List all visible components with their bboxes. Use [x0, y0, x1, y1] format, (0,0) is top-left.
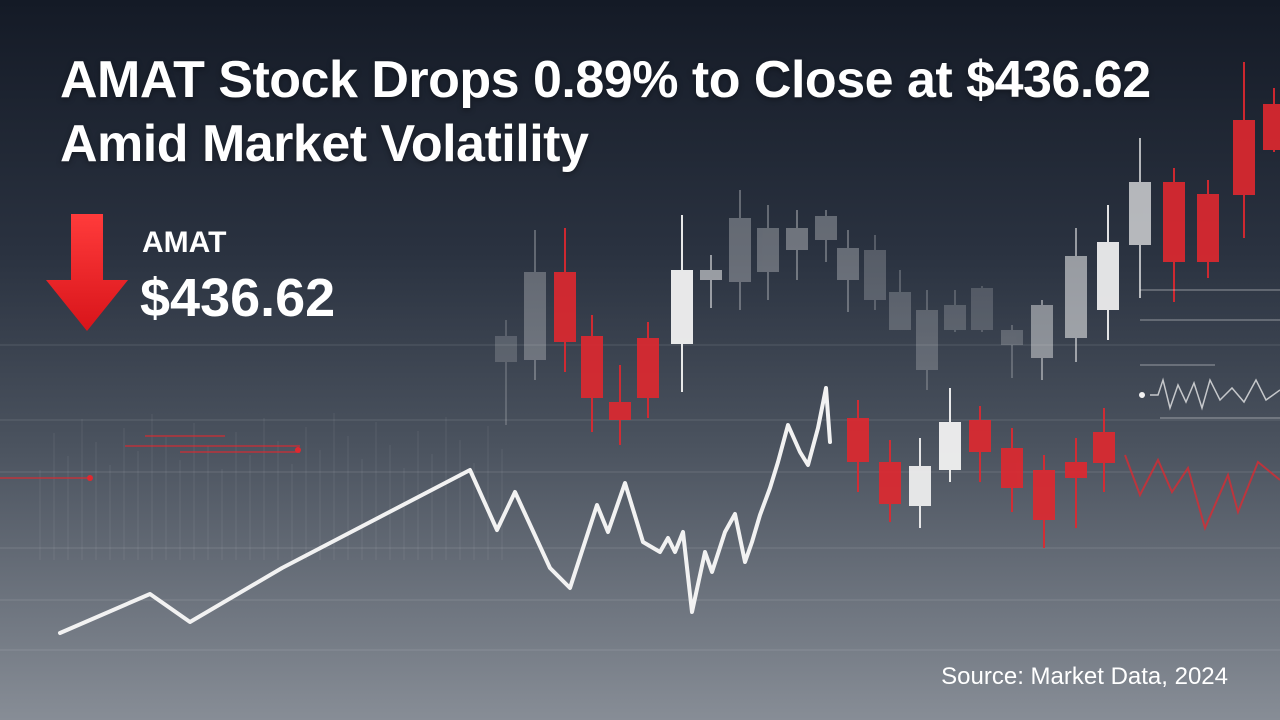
- candle-body: [1097, 242, 1119, 310]
- candle-body: [554, 272, 576, 342]
- candle: [1001, 325, 1023, 378]
- candle-body: [879, 462, 901, 504]
- candle-body: [495, 336, 517, 362]
- candle: [969, 406, 991, 482]
- candle-body: [671, 270, 693, 344]
- panel-wave: [1150, 377, 1280, 411]
- candle-body: [581, 336, 603, 398]
- candle: [786, 210, 808, 280]
- candle-body: [971, 288, 993, 330]
- candle-body: [637, 338, 659, 398]
- candle-body: [1163, 182, 1185, 262]
- candle: [581, 315, 603, 432]
- red-trend-line: [1124, 454, 1280, 531]
- candle: [864, 235, 886, 310]
- candle-body: [524, 272, 546, 360]
- candle: [1233, 62, 1255, 238]
- source-note: Source: Market Data, 2024: [941, 663, 1228, 690]
- candle-body: [1033, 470, 1055, 520]
- candle-body: [1129, 182, 1151, 245]
- candle: [1263, 88, 1280, 152]
- down-arrow-icon: [46, 214, 128, 331]
- candle: [729, 190, 751, 310]
- candle-body: [864, 250, 886, 300]
- candle: [1097, 205, 1119, 340]
- candle: [971, 286, 993, 332]
- candle-body: [786, 228, 808, 250]
- candle: [939, 388, 961, 482]
- stock-ticker: AMAT: [142, 226, 227, 259]
- candle-body: [909, 466, 931, 506]
- candle: [554, 228, 576, 372]
- candle: [700, 255, 722, 308]
- candle-body: [700, 270, 722, 280]
- white-trend-line: [58, 386, 832, 635]
- candle: [757, 205, 779, 300]
- candle-body: [969, 420, 991, 452]
- candle: [837, 230, 859, 312]
- red-guide-dot: [295, 447, 301, 453]
- candle: [609, 365, 631, 445]
- candle-body: [1001, 330, 1023, 345]
- candle-body: [939, 422, 961, 470]
- stock-price: $436.62: [140, 268, 336, 328]
- candle-body: [1065, 256, 1087, 338]
- mini-indicator-panel: [1139, 289, 1280, 419]
- candle-body: [757, 228, 779, 272]
- candle: [671, 215, 693, 392]
- red-guide-lines: [0, 435, 301, 481]
- candle-body: [1065, 462, 1087, 478]
- candle: [1065, 228, 1087, 362]
- panel-dot: [1139, 392, 1145, 398]
- candle-body: [729, 218, 751, 282]
- candle: [944, 290, 966, 332]
- candle-body: [1093, 432, 1115, 463]
- candle-body: [847, 418, 869, 462]
- candle-body: [609, 402, 631, 420]
- candle: [879, 440, 901, 522]
- candlestick-series: [495, 62, 1280, 548]
- candle: [524, 230, 546, 380]
- candle-body: [815, 216, 837, 240]
- candle-body: [944, 305, 966, 330]
- candle: [909, 438, 931, 528]
- candle: [1197, 180, 1219, 278]
- candle: [1093, 408, 1115, 492]
- candle-body: [1001, 448, 1023, 488]
- candle: [495, 320, 517, 425]
- candle-body: [889, 292, 911, 330]
- candle-body: [1031, 305, 1053, 358]
- candle-body: [1233, 120, 1255, 195]
- headline: AMAT Stock Drops 0.89% to Close at $436.…: [60, 51, 1151, 173]
- chart-grid: [0, 344, 1280, 651]
- price-trend-line: [58, 386, 1280, 635]
- candle-body: [916, 310, 938, 370]
- candle: [1033, 455, 1055, 548]
- candle: [1065, 438, 1087, 528]
- red-guide-dot: [87, 475, 93, 481]
- candle: [1163, 168, 1185, 302]
- candle-body: [1263, 104, 1280, 150]
- candle: [1129, 138, 1151, 298]
- candle: [1031, 300, 1053, 380]
- candle: [916, 290, 938, 390]
- candle: [889, 270, 911, 330]
- candle: [637, 322, 659, 418]
- candle: [815, 210, 837, 262]
- candle: [1001, 428, 1023, 512]
- candle-body: [837, 248, 859, 280]
- candle-body: [1197, 194, 1219, 262]
- candle: [847, 400, 869, 492]
